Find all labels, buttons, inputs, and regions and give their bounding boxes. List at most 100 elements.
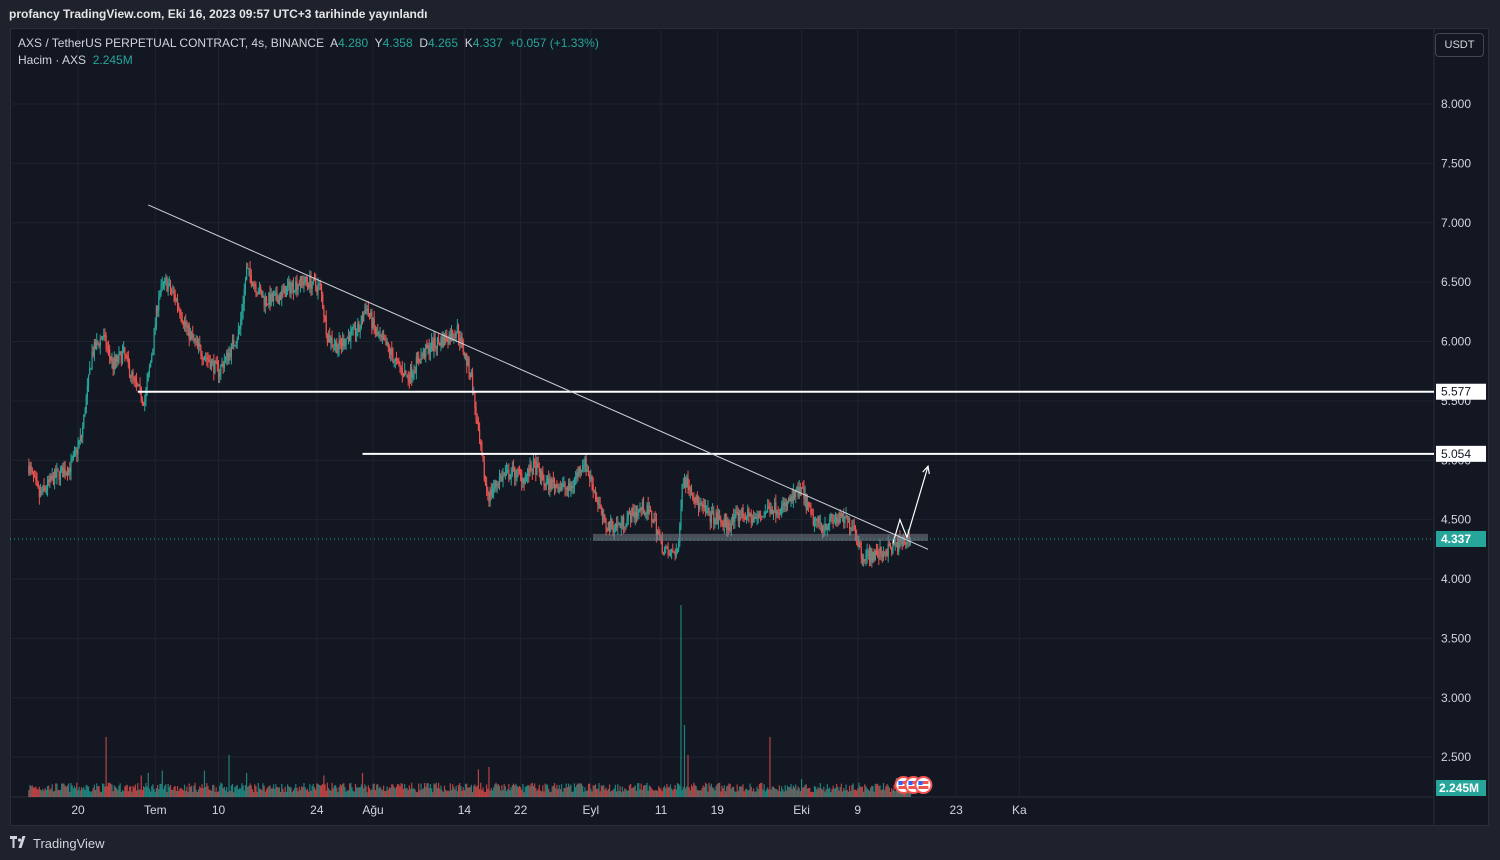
- volume-bar: [277, 787, 279, 797]
- volume-bar: [573, 783, 576, 797]
- candle-body: [633, 511, 635, 518]
- candle-body: [77, 444, 79, 454]
- candle-body: [234, 345, 236, 347]
- volume-bar: [112, 791, 114, 797]
- volume-bar: [685, 788, 687, 797]
- candle-body: [385, 339, 387, 346]
- candle-body: [539, 471, 542, 481]
- candle-body: [672, 549, 674, 552]
- volume-bar: [30, 786, 32, 797]
- candle-body: [51, 475, 53, 480]
- candle-body: [151, 355, 153, 362]
- volume-bar: [390, 787, 392, 797]
- candle-body: [552, 479, 554, 482]
- volume-bar: [158, 789, 160, 797]
- volume-bar: [816, 789, 818, 797]
- candle-body: [620, 523, 622, 528]
- volume-bar: [590, 788, 592, 797]
- candle-body: [575, 477, 577, 479]
- candle-body: [334, 342, 337, 346]
- candle-body: [493, 487, 495, 492]
- volume-bar: [406, 788, 408, 797]
- volume-bar: [824, 791, 826, 797]
- candle-body: [241, 311, 243, 320]
- volume-bar: [349, 783, 351, 797]
- candle-body: [727, 521, 729, 530]
- candle-body: [708, 508, 710, 515]
- volume-bar: [793, 787, 796, 797]
- candle-body: [247, 267, 249, 269]
- volume-bar: [556, 784, 558, 797]
- volume-bar: [865, 786, 867, 797]
- chart-frame[interactable]: [10, 28, 1489, 826]
- price-chart[interactable]: 8.0007.5007.0006.5006.0005.5005.0004.500…: [10, 28, 1489, 826]
- volume-bar: [404, 783, 406, 797]
- candle-body: [380, 335, 382, 337]
- candle-body: [596, 496, 598, 500]
- volume-bar: [93, 784, 95, 797]
- volume-bar: [36, 788, 38, 797]
- volume-bar: [393, 787, 395, 797]
- volume-bar: [430, 788, 433, 797]
- candle-body: [871, 548, 873, 562]
- candle-body: [522, 478, 524, 483]
- volume-bar: [274, 788, 276, 797]
- volume-bar: [491, 790, 494, 797]
- volume-bar: [366, 792, 368, 797]
- candle-body: [867, 551, 869, 553]
- volume-bar: [265, 789, 268, 797]
- candle-body: [898, 537, 900, 552]
- candle-body: [359, 327, 361, 332]
- x-tick-label: 9: [854, 803, 861, 817]
- candle-body: [449, 334, 451, 341]
- volume-bar: [62, 783, 64, 797]
- candle-body: [344, 344, 346, 347]
- candle-body: [689, 488, 691, 491]
- low-value: 4.265: [428, 36, 459, 50]
- volume-bar: [545, 784, 547, 797]
- volume-label[interactable]: Hacim · AXS: [18, 53, 87, 67]
- volume-bar: [483, 791, 485, 797]
- volume-bar: [626, 790, 628, 797]
- symbol-description[interactable]: AXS / TetherUS PERPETUAL CONTRACT, 4s, B…: [18, 36, 325, 50]
- candle-body: [891, 547, 893, 554]
- volume-bar: [229, 790, 231, 797]
- volume-bar: [153, 789, 155, 797]
- candle-body: [236, 338, 238, 343]
- candle-body: [566, 488, 569, 490]
- volume-bar: [199, 786, 201, 797]
- candle-body: [523, 478, 525, 484]
- volume-bar: [448, 791, 450, 797]
- volume-bar: [147, 773, 149, 797]
- candle-body: [438, 338, 440, 343]
- candle-body: [50, 476, 52, 480]
- volume-bar: [35, 786, 37, 797]
- volume-bar: [668, 786, 670, 797]
- candle-body: [667, 547, 669, 554]
- candle-body: [171, 290, 173, 292]
- candle-body: [658, 531, 660, 534]
- volume-bar: [432, 792, 434, 797]
- volume-bar: [838, 790, 840, 797]
- candle-body: [450, 331, 453, 341]
- candle-body: [892, 541, 894, 554]
- candle-body: [84, 413, 86, 415]
- volume-bar: [310, 790, 312, 797]
- volume-bar: [63, 783, 65, 797]
- candle-body: [470, 372, 472, 378]
- candle-body: [872, 551, 874, 562]
- candle-body: [880, 546, 882, 555]
- candle-body: [527, 469, 529, 476]
- volume-bar: [490, 787, 492, 797]
- candle-body: [624, 527, 626, 529]
- volume-bar: [522, 783, 524, 797]
- candle-body: [283, 286, 285, 291]
- volume-bar: [600, 785, 602, 797]
- candle-body: [782, 503, 784, 506]
- currency-button[interactable]: USDT: [1435, 33, 1484, 57]
- volume-bar: [776, 789, 778, 797]
- footer-brand[interactable]: TradingView: [10, 832, 105, 854]
- candle-body: [57, 470, 59, 472]
- candle-body: [114, 358, 117, 363]
- volume-bar: [621, 786, 624, 797]
